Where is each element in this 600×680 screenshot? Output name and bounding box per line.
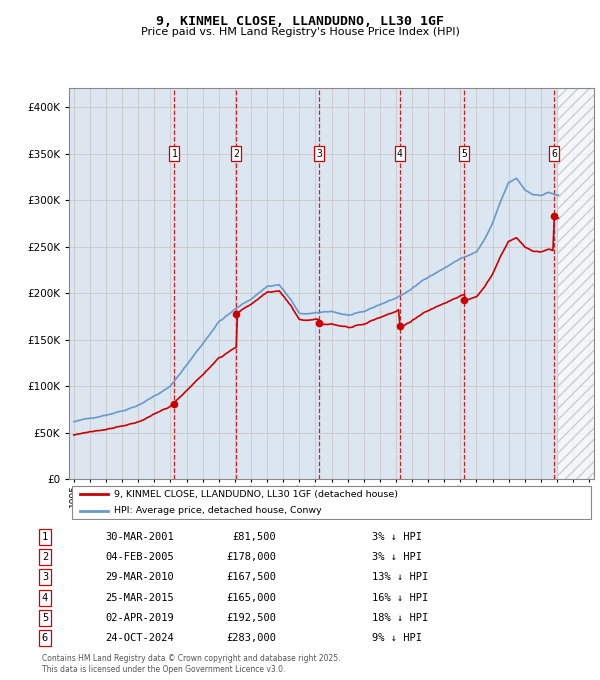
Text: £167,500: £167,500 xyxy=(226,573,276,582)
Text: £81,500: £81,500 xyxy=(232,532,276,542)
Text: 5: 5 xyxy=(42,613,48,623)
Text: 30-MAR-2001: 30-MAR-2001 xyxy=(105,532,174,542)
Text: 29-MAR-2010: 29-MAR-2010 xyxy=(105,573,174,582)
Text: 04-FEB-2005: 04-FEB-2005 xyxy=(105,552,174,562)
Text: 3: 3 xyxy=(42,573,48,582)
Text: 1: 1 xyxy=(42,532,48,542)
Bar xyxy=(558,88,594,479)
Text: 25-MAR-2015: 25-MAR-2015 xyxy=(105,593,174,602)
Text: 2: 2 xyxy=(42,552,48,562)
Text: £283,000: £283,000 xyxy=(226,633,276,643)
Text: Contains HM Land Registry data © Crown copyright and database right 2025.
This d: Contains HM Land Registry data © Crown c… xyxy=(42,654,341,674)
Text: 4: 4 xyxy=(42,593,48,602)
FancyBboxPatch shape xyxy=(71,486,592,519)
Text: 9, KINMEL CLOSE, LLANDUDNO, LL30 1GF (detached house): 9, KINMEL CLOSE, LLANDUDNO, LL30 1GF (de… xyxy=(113,490,398,499)
Text: 13% ↓ HPI: 13% ↓ HPI xyxy=(372,573,428,582)
Text: 5: 5 xyxy=(461,148,467,158)
Text: 6: 6 xyxy=(551,148,557,158)
Text: 3: 3 xyxy=(316,148,322,158)
Text: 3% ↓ HPI: 3% ↓ HPI xyxy=(372,532,422,542)
Text: 02-APR-2019: 02-APR-2019 xyxy=(105,613,174,623)
Text: 9, KINMEL CLOSE, LLANDUDNO, LL30 1GF: 9, KINMEL CLOSE, LLANDUDNO, LL30 1GF xyxy=(156,15,444,28)
Text: 9% ↓ HPI: 9% ↓ HPI xyxy=(372,633,422,643)
Text: 3% ↓ HPI: 3% ↓ HPI xyxy=(372,552,422,562)
Text: 4: 4 xyxy=(397,148,403,158)
Text: £178,000: £178,000 xyxy=(226,552,276,562)
Text: 2: 2 xyxy=(233,148,239,158)
Text: HPI: Average price, detached house, Conwy: HPI: Average price, detached house, Conw… xyxy=(113,506,322,515)
Text: £165,000: £165,000 xyxy=(226,593,276,602)
Text: 6: 6 xyxy=(42,633,48,643)
Text: Price paid vs. HM Land Registry's House Price Index (HPI): Price paid vs. HM Land Registry's House … xyxy=(140,27,460,37)
Text: £192,500: £192,500 xyxy=(226,613,276,623)
Text: 16% ↓ HPI: 16% ↓ HPI xyxy=(372,593,428,602)
Text: 18% ↓ HPI: 18% ↓ HPI xyxy=(372,613,428,623)
Text: 1: 1 xyxy=(172,148,177,158)
Text: 24-OCT-2024: 24-OCT-2024 xyxy=(105,633,174,643)
